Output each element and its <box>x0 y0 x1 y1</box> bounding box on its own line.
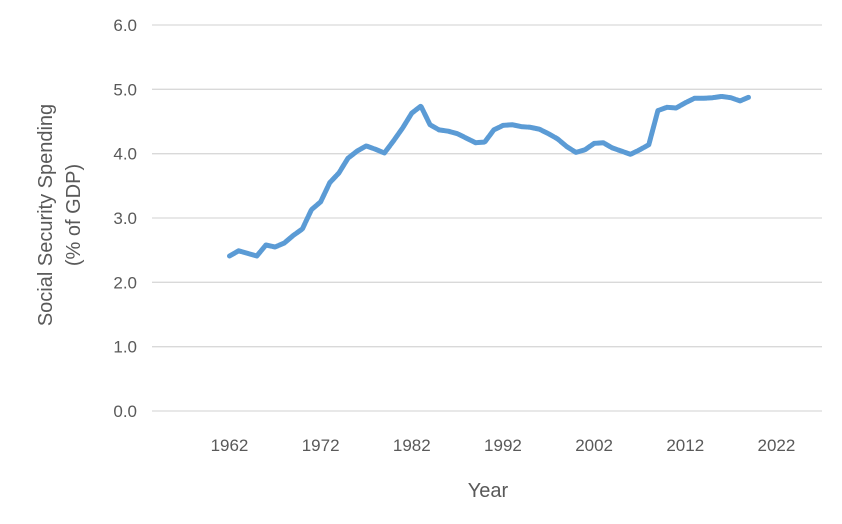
y-tick-label: 0.0 <box>113 402 137 421</box>
x-tick-label: 2002 <box>575 436 613 455</box>
y-tick-label: 2.0 <box>113 273 137 292</box>
y-tick-label: 6.0 <box>113 16 137 35</box>
x-axis-title: Year <box>468 480 509 502</box>
x-tick-labels: 1962 1972 1982 1992 2002 2012 2022 <box>211 436 796 455</box>
y-tick-label: 5.0 <box>113 80 137 99</box>
x-tick-label: 1982 <box>393 436 431 455</box>
x-tick-label: 2012 <box>666 436 704 455</box>
y-gridlines <box>152 24 822 412</box>
y-tick-labels: 0.0 1.0 2.0 3.0 4.0 5.0 6.0 <box>113 16 137 421</box>
y-tick-label: 4.0 <box>113 145 137 164</box>
x-tick-label: 2022 <box>758 436 796 455</box>
y-axis-title-line-1: Social Security Spending <box>35 104 57 326</box>
x-tick-label: 1992 <box>484 436 522 455</box>
x-tick-label: 1962 <box>211 436 249 455</box>
series-group <box>227 93 752 259</box>
x-tick-label: 1972 <box>302 436 340 455</box>
y-axis-title-line-2: (% of GDP) <box>63 164 85 266</box>
y-tick-label: 1.0 <box>113 338 137 357</box>
series-line <box>227 93 752 259</box>
y-tick-label: 3.0 <box>113 209 137 228</box>
